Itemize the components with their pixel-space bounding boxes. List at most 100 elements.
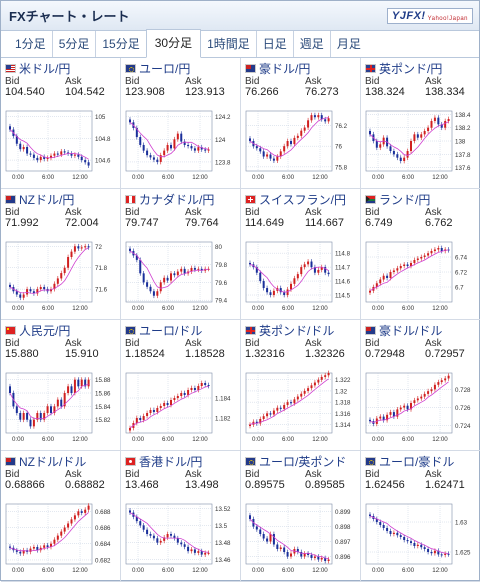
pair-header: NZドル/ドル bbox=[5, 454, 116, 469]
candle-body bbox=[416, 134, 419, 138]
candle-body bbox=[173, 535, 176, 539]
tab-3[interactable]: 30分足 bbox=[145, 29, 202, 58]
pair-link[interactable]: ユーロ/ドル bbox=[139, 323, 203, 338]
candlestick-chart[interactable]: 13.52 13.5 13.48 13.46 0:00 6:00 12:00 bbox=[124, 500, 238, 578]
pair-link[interactable]: NZドル/ドル bbox=[19, 454, 87, 469]
bid-value: 76.266 bbox=[245, 86, 279, 98]
candlestick-chart[interactable]: 15.88 15.86 15.84 15.82 0:00 6:00 12:00 bbox=[4, 369, 118, 447]
candle-body bbox=[77, 511, 80, 516]
candle-body bbox=[440, 554, 443, 556]
candle-body bbox=[135, 418, 138, 423]
candle-body bbox=[382, 275, 385, 280]
y-tick-label: 1.625 bbox=[455, 550, 471, 557]
moving-average-line bbox=[369, 249, 449, 292]
candle-body bbox=[279, 547, 282, 549]
pair-link[interactable]: 豪ドル/円 bbox=[259, 61, 311, 76]
candlestick-chart[interactable]: 0.728 0.726 0.724 0:00 6:00 12:00 bbox=[364, 369, 478, 447]
candle-body bbox=[9, 284, 11, 287]
candle-body bbox=[173, 398, 176, 400]
tab-0[interactable]: 1分足 bbox=[15, 37, 46, 51]
candle-body bbox=[396, 409, 399, 417]
y-tick-label: 0.899 bbox=[335, 509, 351, 516]
x-tick-label: 6:00 bbox=[162, 436, 175, 443]
candle-body bbox=[87, 505, 90, 510]
candle-body bbox=[269, 292, 272, 296]
candlestick-chart[interactable]: 0.688 0.686 0.684 0.682 0:00 6:00 12:00 bbox=[4, 500, 118, 578]
pair-header: スイスフラン/円 bbox=[245, 192, 356, 207]
pair-link[interactable]: NZドル/円 bbox=[19, 192, 75, 207]
candle-body bbox=[427, 549, 430, 552]
pair-link[interactable]: ランド/円 bbox=[379, 192, 431, 207]
ask-label: Ask bbox=[425, 469, 442, 480]
pair-link[interactable]: 香港ドル/円 bbox=[139, 454, 203, 469]
plot-frame bbox=[365, 372, 453, 434]
pair-link[interactable]: ユーロ/円 bbox=[139, 61, 191, 76]
candle-body bbox=[430, 121, 433, 128]
candle-body bbox=[26, 147, 29, 154]
candlestick-chart[interactable]: 1.184 1.182 0:00 6:00 12:00 bbox=[124, 369, 238, 447]
candle-body bbox=[403, 537, 406, 540]
quotes: Bid Ask 1.32316 1.32326 bbox=[245, 338, 356, 360]
quotes: Bid Ask 0.72948 0.72957 bbox=[365, 338, 477, 360]
x-tick-label: 0:00 bbox=[12, 174, 25, 181]
candle-body bbox=[296, 135, 299, 138]
candle-body bbox=[279, 151, 282, 157]
pair-link[interactable]: 豪ドル/ドル bbox=[379, 323, 443, 338]
tab-1[interactable]: 5分足 bbox=[51, 31, 96, 57]
quotes: Bid Ask 123.908 123.913 bbox=[125, 76, 236, 98]
candlestick-chart[interactable]: 1.322 1.32 1.318 1.316 1.314 0:00 6:00 12:00 bbox=[244, 369, 358, 447]
candlestick-chart[interactable]: 6.74 6.72 6.7 0:00 6:00 12:00 bbox=[364, 238, 478, 316]
candlestick-chart[interactable]: 1.63 1.625 0:00 6:00 12:00 bbox=[364, 500, 478, 578]
candlestick-chart[interactable]: 114.8 114.7 114.6 114.5 0:00 6:00 12:00 bbox=[244, 238, 358, 316]
x-tick-label: 12:00 bbox=[192, 567, 208, 574]
candlestick-chart[interactable]: 105 104.8 104.6 0:00 6:00 12:00 bbox=[4, 107, 118, 185]
pair-link[interactable]: 英ポンド/ドル bbox=[259, 323, 335, 338]
tab-2[interactable]: 15分足 bbox=[95, 31, 145, 57]
y-tick-label: 0.897 bbox=[335, 539, 351, 546]
x-tick-label: 6:00 bbox=[42, 567, 55, 574]
candle-body bbox=[290, 283, 292, 290]
pair-link[interactable]: ユーロ/豪ドル bbox=[379, 454, 455, 469]
tab-6[interactable]: 週足 bbox=[292, 31, 330, 57]
candle-body bbox=[420, 544, 423, 548]
y-tick-label: 0.728 bbox=[455, 387, 471, 394]
ask-value: 104.542 bbox=[65, 86, 105, 98]
pair-link[interactable]: 英ポンド/円 bbox=[379, 61, 443, 76]
tab-4[interactable]: 1時間足 bbox=[207, 37, 250, 51]
quotes: Bid Ask 1.18524 1.18528 bbox=[125, 338, 236, 360]
pair-link[interactable]: スイスフラン/円 bbox=[259, 192, 346, 207]
tab-5[interactable]: 日足 bbox=[255, 31, 293, 57]
candlestick-chart[interactable]: 124.2 124 123.8 0:00 6:00 12:00 bbox=[124, 107, 238, 185]
pair-link[interactable]: 人民元/円 bbox=[19, 323, 71, 338]
y-tick-label: 79.8 bbox=[215, 262, 228, 269]
bid-label: Bid bbox=[245, 207, 260, 218]
pair-link[interactable]: ユーロ/英ポンド bbox=[259, 454, 347, 469]
candle-body bbox=[19, 143, 22, 150]
quotes: Bid Ask 114.649 114.667 bbox=[245, 207, 356, 229]
bid-value: 1.18524 bbox=[125, 348, 165, 360]
candlestick-chart[interactable]: 138.4 138.2 138 137.8 137.6 0:00 6:00 12:00 bbox=[364, 107, 478, 185]
logo-text: YJFX! bbox=[391, 9, 426, 22]
yjfx-logo[interactable]: YJFX! Yahoo!Japan bbox=[386, 7, 473, 24]
candlestick-chart[interactable]: 76.2 76 75.8 0:00 6:00 12:00 bbox=[244, 107, 358, 185]
ask-value: 0.89585 bbox=[305, 479, 345, 491]
candle-body bbox=[423, 393, 426, 397]
bid-label: Bid bbox=[365, 76, 380, 87]
candlestick-chart[interactable]: 0.899 0.898 0.897 0.896 0:00 6:00 12:00 bbox=[244, 500, 358, 578]
pair-link[interactable]: 米ドル/円 bbox=[19, 61, 71, 76]
tab-7[interactable]: 月足 bbox=[329, 31, 367, 57]
candlestick-chart[interactable]: 80 79.8 79.6 79.4 0:00 6:00 12:00 bbox=[124, 238, 238, 316]
pair-link[interactable]: カナダドル/円 bbox=[139, 192, 215, 207]
candle-body bbox=[307, 120, 310, 128]
candle-body bbox=[430, 251, 433, 254]
ask-value: 138.334 bbox=[425, 86, 465, 98]
candlestick-chart[interactable]: 72 71.8 71.6 0:00 6:00 12:00 bbox=[4, 238, 118, 316]
plot-frame bbox=[125, 503, 213, 565]
pair-panel: ランド/円 Bid Ask 6.749 6.762 6.74 6.72 6.7 0:0… bbox=[361, 189, 480, 320]
candle-body bbox=[324, 375, 327, 377]
candle-body bbox=[29, 548, 32, 552]
candle-body bbox=[60, 531, 63, 536]
candle-body bbox=[262, 151, 265, 157]
candle-body bbox=[173, 139, 176, 149]
